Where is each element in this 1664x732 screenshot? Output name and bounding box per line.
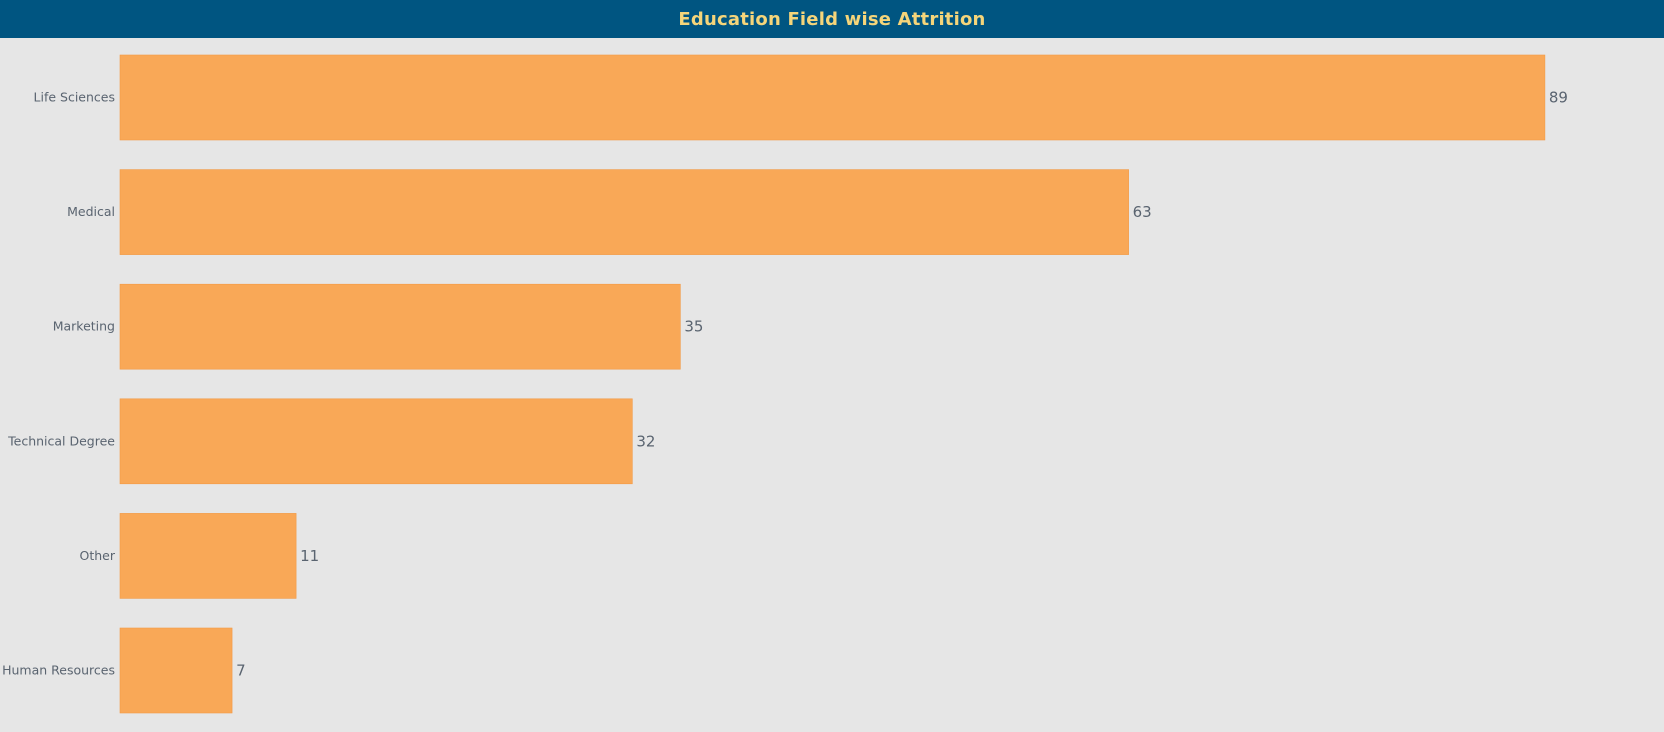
value-label: 89 — [1549, 89, 1568, 107]
chart-plot-area: Life Sciences 89 Medical 63 Marketing 35 Techn… — [0, 38, 1664, 728]
value-label: 32 — [636, 432, 655, 450]
bar-life-sciences[interactable] — [119, 54, 1546, 141]
value-label: 63 — [1133, 203, 1152, 221]
category-label: Other — [80, 548, 116, 563]
bar-technical-degree[interactable] — [119, 398, 633, 485]
category-label: Medical — [67, 204, 115, 219]
bar-chart: Life Sciences 89 Medical 63 Marketing 35 Techn… — [2, 54, 1568, 714]
chart-title: Education Field wise Attrition — [678, 8, 986, 30]
category-label: Marketing — [53, 319, 115, 334]
category-label: Life Sciences — [34, 90, 115, 105]
bar-human-resources[interactable] — [119, 627, 233, 714]
value-label: 11 — [300, 547, 319, 565]
value-label: 7 — [236, 662, 246, 680]
bar-medical[interactable] — [119, 169, 1129, 255]
bar-marketing[interactable] — [119, 283, 681, 370]
category-label: Technical Degree — [7, 433, 115, 448]
category-label: Human Resources — [2, 663, 115, 678]
value-label: 35 — [684, 318, 703, 336]
chart-header: Education Field wise Attrition — [0, 0, 1664, 38]
bar-other[interactable] — [119, 513, 297, 599]
